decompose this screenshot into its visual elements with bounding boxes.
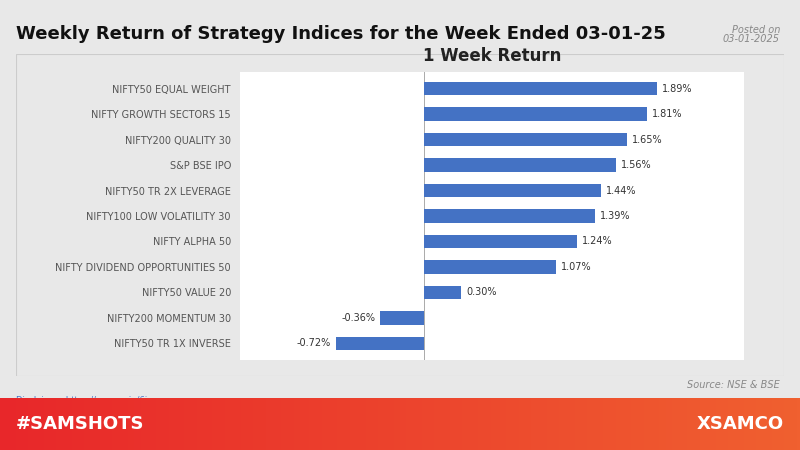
Bar: [380, 311, 424, 324]
Text: 1.65%: 1.65%: [632, 135, 662, 144]
Bar: [424, 286, 462, 299]
Text: 1.81%: 1.81%: [652, 109, 682, 119]
Text: -0.72%: -0.72%: [297, 338, 331, 348]
Bar: [424, 261, 556, 274]
Text: 1.89%: 1.89%: [662, 84, 692, 94]
Bar: [424, 184, 602, 197]
Bar: [424, 158, 616, 171]
Bar: [336, 337, 424, 350]
Text: Source: NSE & BSE: Source: NSE & BSE: [687, 380, 780, 390]
Text: 1.07%: 1.07%: [561, 262, 591, 272]
Text: Posted on: Posted on: [732, 25, 780, 35]
Bar: [424, 82, 657, 95]
Title: 1 Week Return: 1 Week Return: [423, 47, 561, 65]
Text: #SAMSHOTS: #SAMSHOTS: [16, 415, 145, 433]
Text: 1.39%: 1.39%: [600, 211, 630, 221]
Text: 1.56%: 1.56%: [621, 160, 652, 170]
Text: Disclaimer: https://sam-co.in/6j: Disclaimer: https://sam-co.in/6j: [16, 396, 147, 405]
Bar: [424, 133, 627, 146]
Bar: [424, 235, 577, 248]
Text: 1.44%: 1.44%: [606, 185, 637, 195]
Text: ХSAMCO: ХSAMCO: [697, 415, 784, 433]
Bar: [424, 209, 595, 223]
Bar: [424, 108, 647, 121]
Text: 0.30%: 0.30%: [466, 288, 497, 297]
Text: Weekly Return of Strategy Indices for the Week Ended 03-01-25: Weekly Return of Strategy Indices for th…: [16, 25, 666, 43]
Text: 1.24%: 1.24%: [582, 237, 612, 247]
Text: -0.36%: -0.36%: [342, 313, 375, 323]
Text: 03-01-2025: 03-01-2025: [723, 34, 780, 44]
